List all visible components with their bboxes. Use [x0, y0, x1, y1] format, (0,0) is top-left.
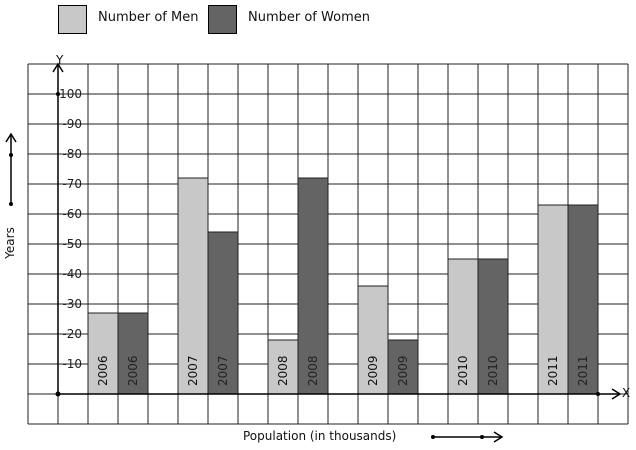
y-tick-label-8: -80: [62, 147, 82, 161]
y-axis-end-dot: [56, 92, 60, 96]
y-tick-label-1: -10: [62, 357, 82, 371]
bar-label-women-2008: 2008: [306, 355, 320, 386]
bar-women-2009: [387, 339, 419, 395]
legend-label-men: Number of Men: [98, 10, 199, 25]
bar-men-2008: [267, 339, 299, 395]
legend-swatch-men: [58, 5, 87, 34]
bar-women-2007: [207, 231, 239, 395]
y-tick-label-6: -60: [62, 207, 82, 221]
axis-arrows: [5, 132, 504, 443]
bar-label-men-2009: 2009: [366, 355, 380, 386]
y-tick-label-5: -50: [62, 237, 82, 251]
bar-label-women-2011: 2011: [576, 355, 590, 386]
y-tick-label-2: -20: [62, 327, 82, 341]
population-arrow-dot-start: [431, 435, 435, 439]
axes: [52, 62, 622, 400]
bar-women-2008: [297, 177, 329, 395]
population-arrow-head: [493, 431, 504, 443]
population-arrow-dot-mid: [480, 435, 484, 439]
bar-women-2011: [567, 204, 599, 395]
y-tick-label-9: -90: [62, 117, 82, 131]
bar-men-2007: [177, 177, 209, 395]
x-axis-letter: X: [622, 386, 631, 400]
bar-label-women-2006: 2006: [126, 355, 140, 386]
years-arrow-dot-mid: [9, 153, 13, 157]
y-axis-letter: Y: [56, 53, 64, 67]
bar-women-2006: [117, 312, 149, 395]
years-arrow-dot-start: [9, 202, 13, 206]
y-tick-label-7: -70: [62, 177, 82, 191]
bar-label-men-2008: 2008: [276, 355, 290, 386]
bars: 2006 2006 2007 2007 2008 2008 2009 2009 2010 2010…: [87, 177, 599, 395]
y-tick-label-3: -30: [62, 297, 82, 311]
bar-label-women-2009: 2009: [396, 355, 410, 386]
y-tick-labels: -10 -20 -30 -40 -50 -60 -70 -80 -90 100: [59, 87, 82, 371]
bar-label-men-2006: 2006: [96, 355, 110, 386]
y-tick-label-10: 100: [59, 87, 82, 101]
bar-women-2010: [477, 258, 509, 395]
origin-dot: [55, 391, 61, 397]
bar-label-men-2010: 2010: [456, 355, 470, 386]
x-axis-arrowhead: [611, 388, 622, 400]
bar-men-2009: [357, 285, 389, 395]
x-axis-end-dot: [596, 392, 600, 396]
y-tick-label-4: -40: [62, 267, 82, 281]
bar-label-women-2007: 2007: [216, 355, 230, 386]
y-axis-arrowhead: [52, 62, 64, 73]
legend-swatch-women: [208, 5, 237, 34]
bar-label-women-2010: 2010: [486, 355, 500, 386]
bar-label-men-2007: 2007: [186, 355, 200, 386]
bar-label-men-2011: 2011: [546, 355, 560, 386]
legend-label-women: Number of Women: [248, 10, 370, 25]
y-axis-title: Years: [2, 227, 17, 259]
x-axis-title: Population (in thousands): [243, 429, 397, 443]
years-arrow-head: [5, 132, 17, 143]
